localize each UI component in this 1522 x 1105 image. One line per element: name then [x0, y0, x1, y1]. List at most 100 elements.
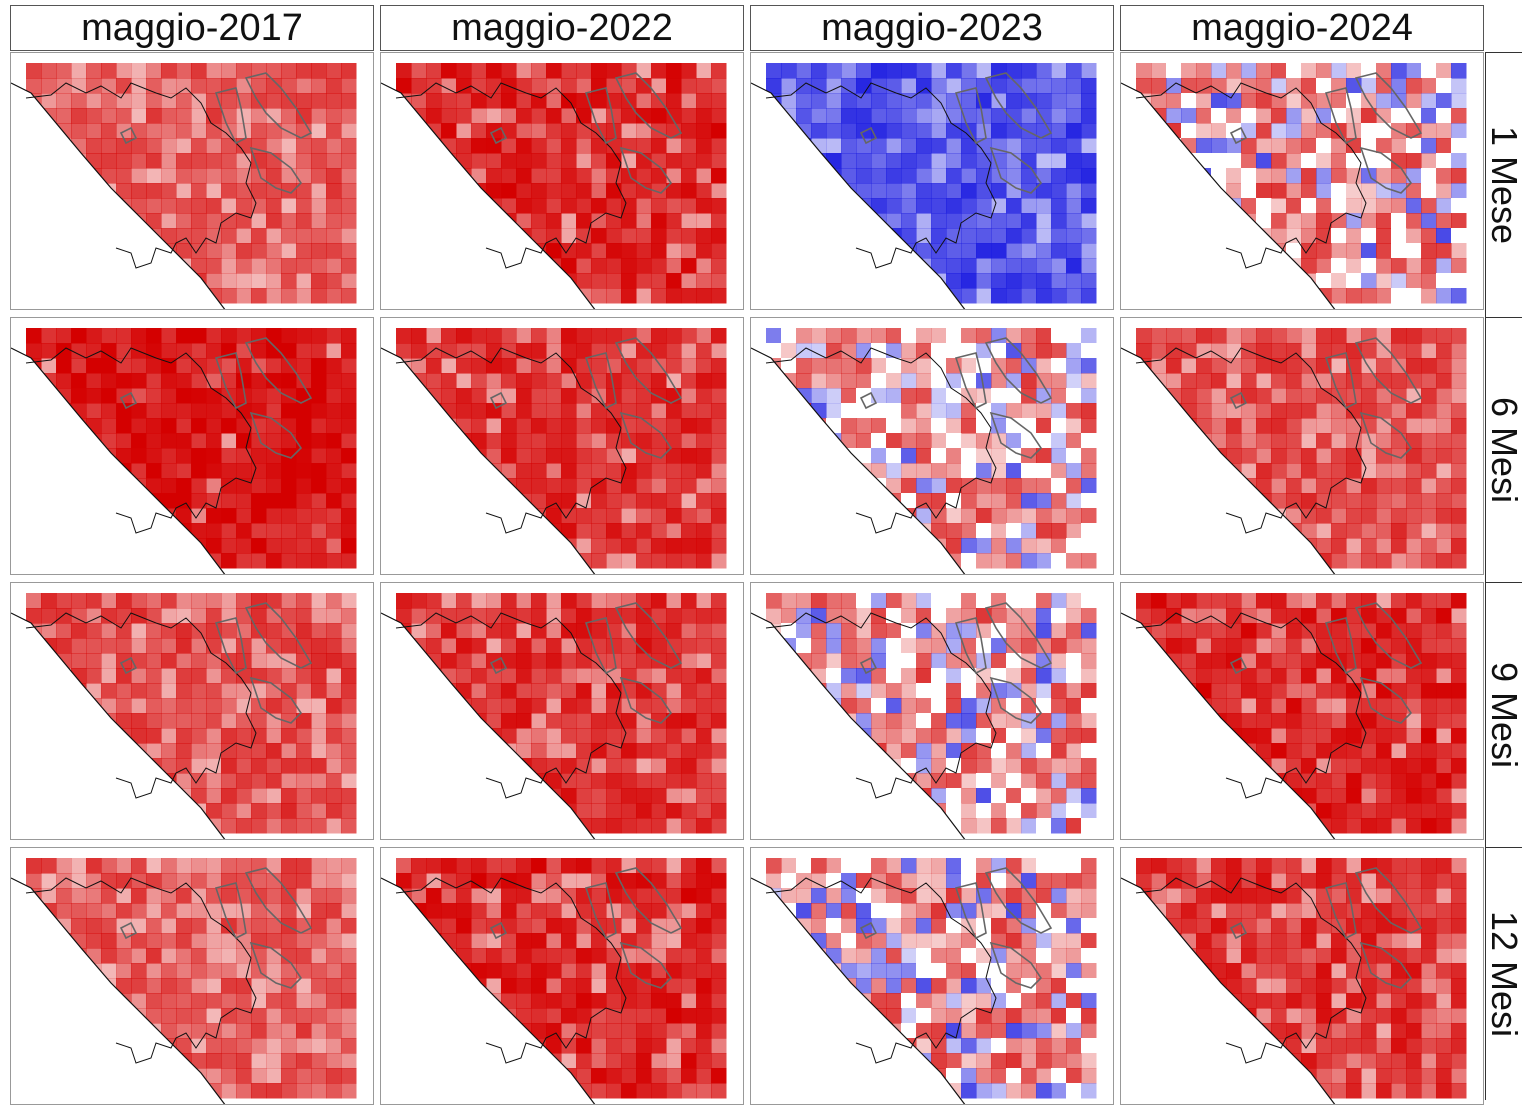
raster-cell [251, 258, 267, 274]
raster-cell [1166, 93, 1182, 109]
raster-cell [1391, 403, 1407, 419]
raster-cell [901, 638, 917, 654]
raster-cell [1081, 698, 1097, 714]
raster-cell [681, 978, 697, 994]
raster-cell [1151, 343, 1167, 359]
raster-cell [486, 418, 502, 434]
raster-cell [221, 1008, 237, 1024]
raster-cell [176, 638, 192, 654]
raster-cell [281, 493, 297, 509]
raster-cell [311, 933, 327, 949]
raster-cell [221, 1083, 237, 1099]
raster-cell [1021, 493, 1037, 509]
raster-cell [296, 873, 312, 889]
raster-cell [696, 198, 712, 214]
raster-cell [651, 388, 667, 404]
raster-cell [1346, 243, 1362, 259]
raster-cell [961, 463, 977, 479]
raster-cell [591, 728, 607, 744]
raster-cell [501, 108, 517, 124]
raster-cell [1451, 123, 1467, 139]
raster-cell [711, 683, 727, 699]
raster-cell [621, 388, 637, 404]
raster-cell [561, 403, 577, 419]
raster-cell [1036, 273, 1052, 289]
raster-cell [311, 168, 327, 184]
raster-cell [176, 403, 192, 419]
raster-cell [296, 228, 312, 244]
raster-cell [681, 123, 697, 139]
raster-cell [296, 1008, 312, 1024]
raster-cell [651, 1068, 667, 1084]
raster-cell [1036, 623, 1052, 639]
raster-cell [1021, 803, 1037, 819]
raster-cell [1421, 198, 1437, 214]
raster-cell [1081, 63, 1097, 79]
raster-cell [546, 903, 562, 919]
raster-cell [1376, 803, 1392, 819]
raster-cell [411, 343, 427, 359]
raster-cell [711, 788, 727, 804]
raster-cell [296, 63, 312, 79]
raster-cell [886, 668, 902, 684]
raster-cell [501, 93, 517, 109]
raster-cell [1451, 773, 1467, 789]
raster-cell [1406, 478, 1422, 494]
raster-cell [411, 608, 427, 624]
raster-cell [681, 1053, 697, 1069]
raster-cell [206, 713, 222, 729]
raster-cell [1051, 788, 1067, 804]
raster-cell [666, 78, 682, 94]
raster-cell [1256, 668, 1272, 684]
raster-cell [621, 493, 637, 509]
raster-cell [636, 1008, 652, 1024]
raster-cell [341, 1038, 357, 1054]
raster-cell [871, 328, 887, 344]
raster-cell [1241, 388, 1257, 404]
map-panel-r1-c4 [1120, 52, 1484, 310]
raster-cell [266, 698, 282, 714]
raster-cell [591, 1023, 607, 1039]
raster-cell [576, 1038, 592, 1054]
raster-cell [1346, 773, 1362, 789]
raster-cell [681, 858, 697, 874]
raster-cell [326, 358, 342, 374]
raster-cell [1066, 273, 1082, 289]
raster-cell [636, 1053, 652, 1069]
raster-cell [1066, 758, 1082, 774]
raster-cell [651, 198, 667, 214]
raster-cell [856, 63, 872, 79]
raster-cell [501, 328, 517, 344]
raster-cell [206, 523, 222, 539]
raster-cell [546, 433, 562, 449]
raster-cell [1331, 758, 1347, 774]
raster-cell [1436, 743, 1452, 759]
raster-cell [486, 858, 502, 874]
raster-cell [456, 933, 472, 949]
raster-cell [176, 758, 192, 774]
raster-cell [1376, 243, 1392, 259]
raster-cell [341, 918, 357, 934]
raster-cell [591, 508, 607, 524]
raster-cell [1166, 328, 1182, 344]
raster-cell [146, 358, 162, 374]
raster-cell [116, 623, 132, 639]
raster-cell [1066, 418, 1082, 434]
raster-cell [1181, 63, 1197, 79]
raster-cell [1271, 683, 1287, 699]
raster-cell [1451, 493, 1467, 509]
raster-cell [531, 328, 547, 344]
raster-cell [531, 213, 547, 229]
raster-cell [1256, 698, 1272, 714]
raster-cell [311, 273, 327, 289]
raster-cell [666, 758, 682, 774]
raster-cell [1051, 213, 1067, 229]
raster-cell [251, 788, 267, 804]
raster-cell [696, 1008, 712, 1024]
raster-cell [56, 78, 72, 94]
raster-cell [296, 593, 312, 609]
raster-cell [991, 803, 1007, 819]
raster-cell [811, 388, 827, 404]
raster-cell [1376, 168, 1392, 184]
raster-cell [711, 523, 727, 539]
